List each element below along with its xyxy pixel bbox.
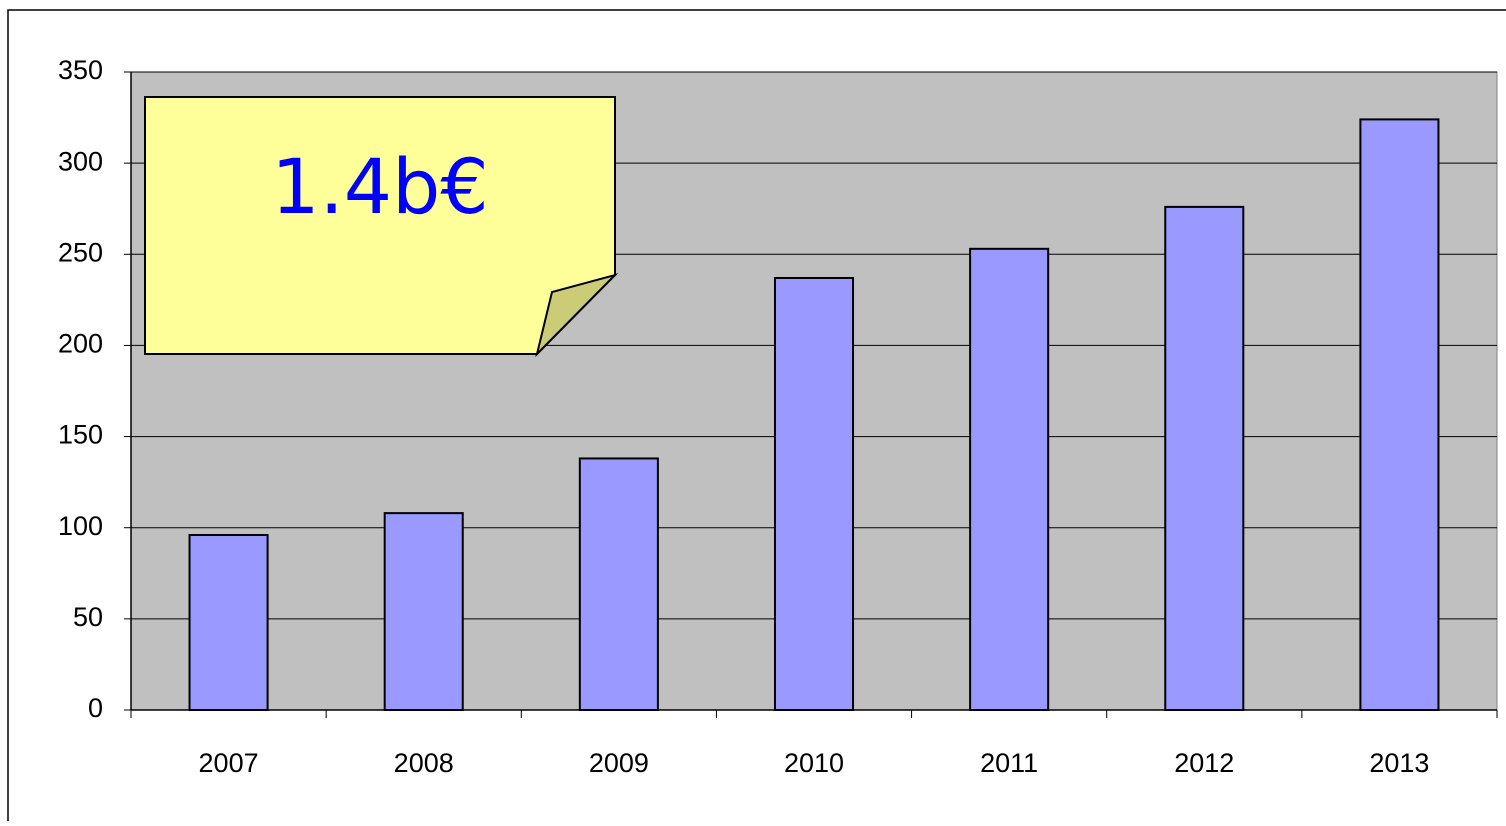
y-tick-label: 200: [58, 329, 103, 359]
y-tick-label: 250: [58, 237, 103, 267]
bar: [969, 247, 1050, 711]
sticky-note-fold: [535, 273, 619, 358]
y-tick-label: 0: [88, 693, 103, 723]
annotation: 1.4b€: [271, 142, 488, 231]
x-tick-label: 2010: [784, 748, 844, 778]
y-tick-label: 100: [58, 511, 103, 541]
x-tick-label: 2011: [980, 748, 1038, 778]
x-tick-label: 2008: [394, 748, 454, 778]
bar: [578, 457, 659, 711]
x-tick-label: 2009: [589, 748, 649, 778]
bar: [383, 512, 464, 711]
x-tick-label: 2013: [1369, 748, 1429, 778]
y-tick-label: 300: [58, 146, 103, 176]
y-tick-label: 350: [58, 55, 103, 85]
bar: [773, 276, 855, 711]
x-tick-label: 2007: [199, 748, 259, 778]
bar: [1164, 205, 1245, 712]
y-tick-label: 150: [58, 420, 103, 450]
x-tick-label: 2012: [1174, 748, 1234, 778]
y-tick-label: 50: [73, 602, 103, 632]
bar: [188, 534, 269, 712]
bar: [1359, 118, 1440, 711]
